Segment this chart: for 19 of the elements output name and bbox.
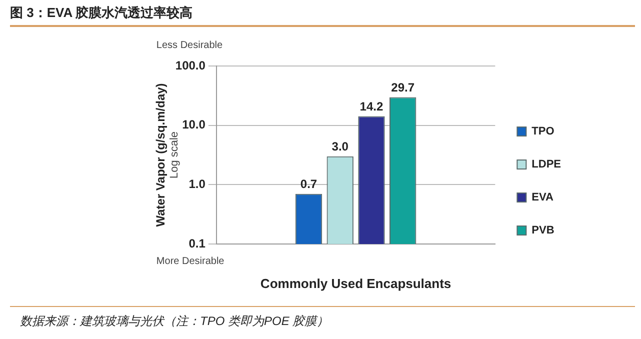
y-axis-title: Water Vapor (g/sq.m/day): [154, 83, 168, 227]
x-axis-title: Commonly Used Encapsulants: [260, 276, 452, 291]
y-tick-label: 0.1: [188, 236, 206, 250]
text: More Desirable: [156, 256, 225, 267]
data-label: 3.0: [332, 140, 349, 154]
legend-label: TPO: [532, 126, 555, 138]
data-label: 29.7: [391, 80, 415, 95]
legend-label: LDPE: [532, 158, 562, 171]
y-tick-label: 100.0: [175, 58, 206, 72]
text: 图 3：EVA 胶膜水汽透过率较高: [10, 4, 193, 22]
legend-label: PVB: [532, 224, 554, 237]
text: Log scale: [168, 131, 180, 179]
legend-label: EVA: [532, 192, 554, 204]
source-note: 数据来源：建筑玻璃与光伏（注：TPO 类即为POE 胶膜）: [20, 313, 329, 330]
data-label: 14.2: [360, 100, 384, 114]
y-tick-label: 1.0: [188, 176, 206, 191]
y-tick-label: 10.0: [182, 118, 206, 132]
data-label: 0.7: [300, 177, 318, 192]
text: Less Desirable: [156, 40, 224, 51]
